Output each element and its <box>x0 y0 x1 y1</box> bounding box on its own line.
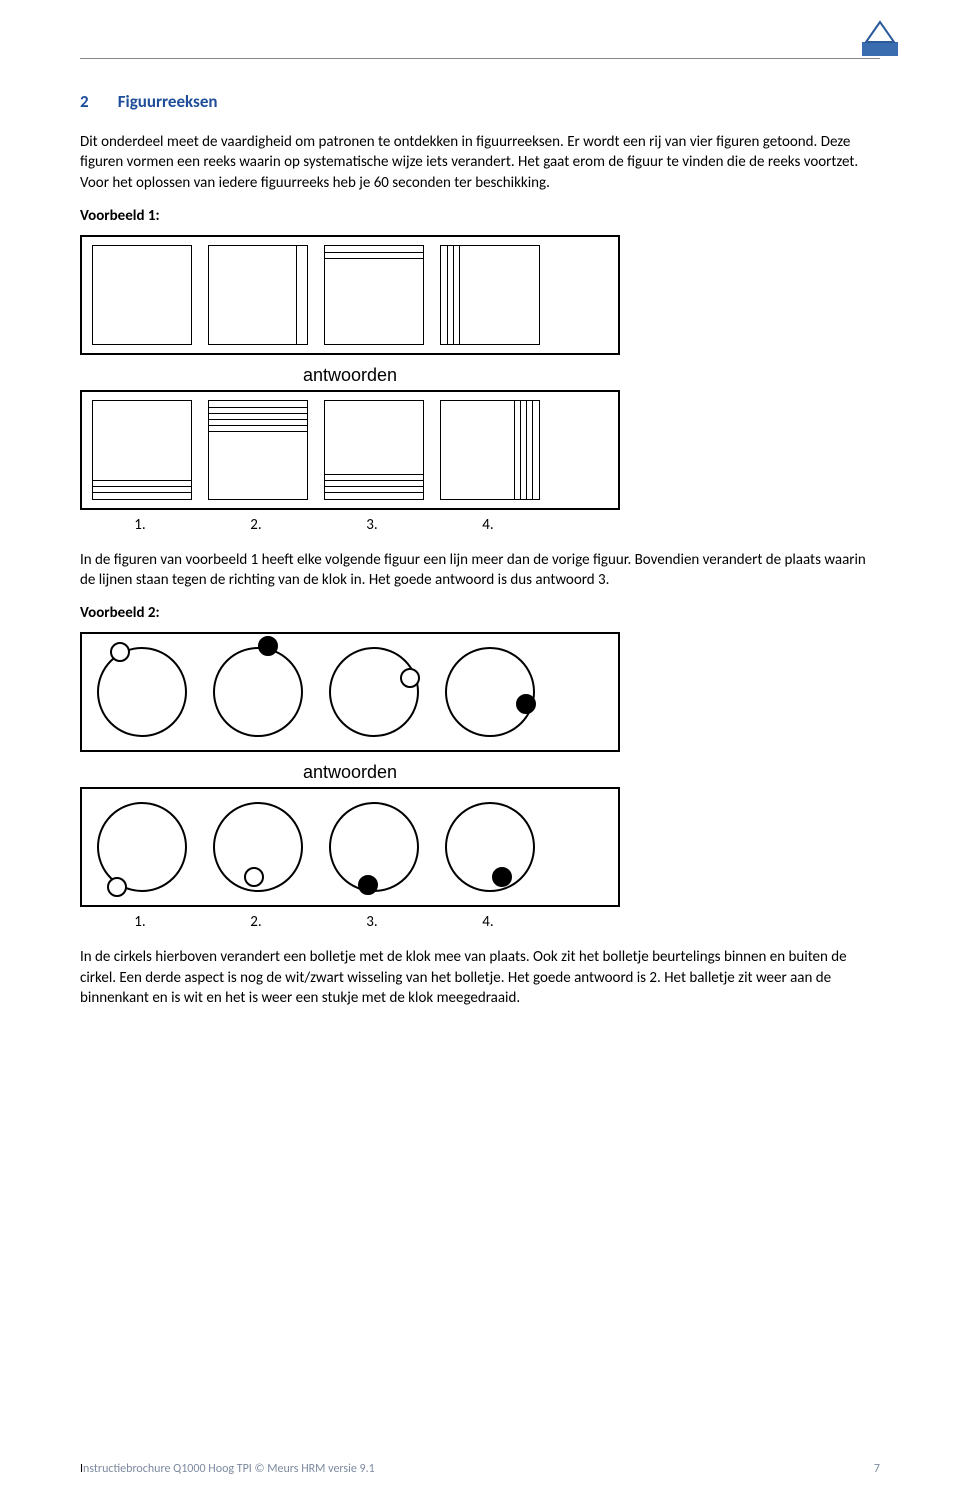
answer-number: 4. <box>438 516 538 534</box>
section-title: Figuurreeksen <box>118 91 218 112</box>
figure-tile <box>92 245 192 345</box>
figure-tile <box>92 642 192 742</box>
figure-tile <box>92 797 192 897</box>
figure-tile <box>324 797 424 897</box>
example1-heading: Voorbeeld 1: <box>80 207 880 225</box>
example1-question-row <box>80 235 620 355</box>
example1-figure: antwoorden 1. 2. 3. 4. <box>80 235 620 534</box>
example2-heading: Voorbeeld 2: <box>80 604 880 622</box>
example2-answers-row <box>80 787 620 907</box>
answer-number: 3. <box>322 516 422 534</box>
figure-tile <box>324 400 424 500</box>
example2-figure: antwoorden 1. 2. 3. 4. <box>80 632 620 931</box>
figure-tile <box>324 642 424 742</box>
figure-tile <box>92 400 192 500</box>
figure-tile <box>440 642 540 742</box>
figure-tile <box>208 642 308 742</box>
answer-number: 1. <box>90 516 190 534</box>
example1-answer-numbers: 1. 2. 3. 4. <box>80 516 620 534</box>
page-number: 7 <box>874 1462 880 1476</box>
example1-explanation: In de figuren van voorbeeld 1 heeft elke… <box>80 550 880 591</box>
figure-tile <box>440 400 540 500</box>
answer-number: 2. <box>206 913 306 931</box>
answers-label: antwoorden <box>80 365 620 386</box>
answer-number: 2. <box>206 516 306 534</box>
answer-number: 4. <box>438 913 538 931</box>
answer-number: 3. <box>322 913 422 931</box>
brand-logo <box>860 18 900 58</box>
figure-tile <box>440 797 540 897</box>
figure-tile <box>208 245 308 345</box>
example2-explanation: In de cirkels hierboven verandert een bo… <box>80 947 880 1008</box>
section-intro: Dit onderdeel meet de vaardigheid om pat… <box>80 132 880 193</box>
example2-question-row <box>80 632 620 752</box>
footer-text: Instructiebrochure Q1000 Hoog TPI © Meur… <box>80 1462 375 1476</box>
header-rule <box>80 58 880 59</box>
page-footer: Instructiebrochure Q1000 Hoog TPI © Meur… <box>80 1462 880 1476</box>
section-number: 2 <box>80 91 89 112</box>
figure-tile <box>208 400 308 500</box>
answers-label: antwoorden <box>80 762 620 783</box>
figure-tile <box>324 245 424 345</box>
figure-tile <box>440 245 540 345</box>
example2-answer-numbers: 1. 2. 3. 4. <box>80 913 620 931</box>
example1-answers-row <box>80 390 620 510</box>
figure-tile <box>208 797 308 897</box>
answer-number: 1. <box>90 913 190 931</box>
section-heading: 2 Figuurreeksen <box>80 87 880 114</box>
